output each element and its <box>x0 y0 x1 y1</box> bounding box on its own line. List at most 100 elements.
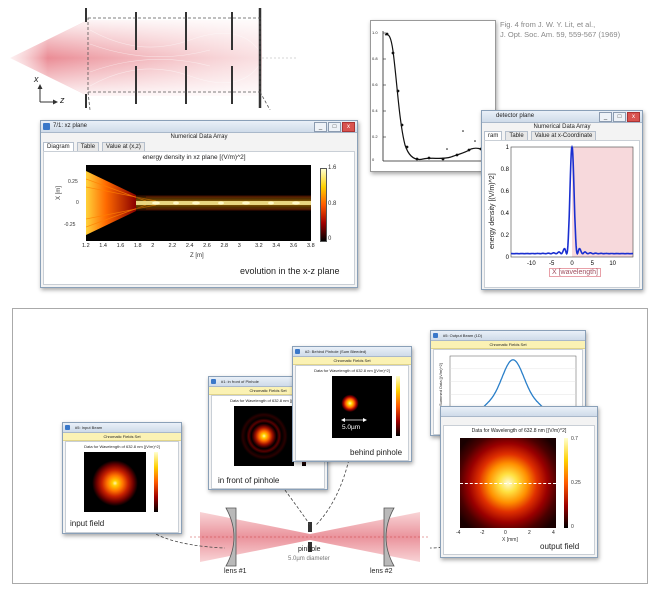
behind-pinhole-window[interactable]: #2: Behind Pinhole (Sum Bleeded) Chromat… <box>292 346 412 462</box>
tab-table[interactable]: Table <box>76 142 100 151</box>
close-button[interactable]: x <box>627 112 640 122</box>
output-colorbar-tick: 0 <box>571 524 574 530</box>
front-window-title: #1: in front of Pinhole <box>221 379 259 384</box>
optical-setup: lens #1 lens #2 pinhole 5.0µm diameter <box>180 500 440 580</box>
output-1d-title: #5: Output Beam (1D) <box>443 333 483 338</box>
xz-x-tick: 3.8 <box>307 243 315 249</box>
beam-sketch <box>0 0 300 161</box>
colorbar-tick-mid: 0.8 <box>328 201 337 207</box>
input-beam-window[interactable]: #5: Input Beam Chromatic Fields Set Data… <box>62 422 182 534</box>
output-plot-subtitle: Data for Wavelength of 632.8 nm [(V/m)^2… <box>471 428 567 434</box>
axes-arrows-icon <box>37 84 58 105</box>
width-arrow-icon <box>341 418 367 422</box>
pinhole-detail-label: 5.0µm diameter <box>288 556 330 562</box>
front-window-titlebar[interactable]: #1: in front of Pinhole <box>209 377 327 387</box>
scan-y-tick: 0.2 <box>372 134 378 139</box>
xz-window-title: 7/1: xz plane <box>53 123 88 129</box>
xz-y-tick: 0 <box>76 200 79 206</box>
detector-y-tick: 0 <box>506 255 510 261</box>
tab-value-at-xz[interactable]: Value at (x,z) <box>102 142 145 151</box>
xz-x-tick: 2.4 <box>185 243 194 249</box>
detector-y-tick: 0.8 <box>501 167 510 173</box>
xz-x-tick: 2.6 <box>203 243 211 249</box>
detector-plane-window[interactable]: detector plane _ □ x Numerical Data Arra… <box>481 110 643 290</box>
xz-x-tick: 1.6 <box>116 243 125 249</box>
detector-x-tick: -10 <box>527 261 536 267</box>
output-caption: output field <box>540 542 580 551</box>
minimize-button[interactable]: _ <box>599 112 612 122</box>
behind-colorbar <box>396 376 400 436</box>
behind-caption: behind pinhole <box>350 448 403 457</box>
scan-y-tick: 0.6 <box>372 82 378 87</box>
output-field-window[interactable]: Data for Wavelength of 632.8 nm [(V/m)^2… <box>440 406 598 558</box>
detector-line-plot: -10 -5 0 5 10 1 0.8 0.6 0.4 0.2 0 <box>501 144 634 267</box>
xz-window-titlebar[interactable]: 7/1: xz plane _ □ x <box>41 121 357 133</box>
xz-x-tick: 1.2 <box>82 243 90 249</box>
detector-y-tick: 0.2 <box>501 233 510 239</box>
output-window-titlebar[interactable] <box>441 407 597 417</box>
xz-heatmap <box>86 165 311 241</box>
highlight-region <box>572 147 633 257</box>
scan-y-tick: 0.8 <box>372 56 378 61</box>
maximize-button[interactable]: □ <box>613 112 626 122</box>
output-x-tick: -2 <box>480 530 485 536</box>
xz-caption: evolution in the x-z plane <box>240 266 340 276</box>
reference-citation: Fig. 4 from J. W. Y. Lit, et al., J. Opt… <box>500 20 658 40</box>
xz-x-tick: 1.4 <box>99 243 107 249</box>
detector-x-tick: 10 <box>609 261 616 267</box>
tab-table[interactable]: Table <box>505 131 528 140</box>
behind-window-titlebar[interactable]: #2: Behind Pinhole (Sum Bleeded) <box>293 347 411 357</box>
front-caption: in front of pinhole <box>218 476 280 485</box>
detector-x-tick: 0 <box>570 261 574 267</box>
xz-x-tick: 2.2 <box>168 243 177 249</box>
behind-field-heatmap <box>332 376 392 438</box>
scan-plot <box>382 31 489 162</box>
xz-plane-window[interactable]: 7/1: xz plane _ □ x Numerical Data Array… <box>40 120 358 288</box>
xz-plot-title: energy density in xz plane [(V/m)^2] <box>142 154 246 161</box>
front-plot-subtitle: Data for Wavelength of 632.8 nm [(V/m)^2… <box>230 398 306 403</box>
output-colorbar <box>564 438 568 528</box>
citation-line-2: J. Opt. Soc. Am. 59, 559-567 (1969) <box>500 30 621 39</box>
reference-scan-chart: 1.0 0.8 0.6 0.4 0.2 0 <box>370 20 496 172</box>
colorbar-tick-max: 1.6 <box>328 165 337 171</box>
output-x-label: X [mm] <box>502 537 518 543</box>
maximize-button[interactable]: □ <box>328 122 341 132</box>
scan-y-tick: 0 <box>372 157 375 162</box>
detector-y-tick: 0.4 <box>501 211 510 217</box>
detector-plot-panel: -10 -5 0 5 10 1 0.8 0.6 0.4 0.2 0 energy density [… <box>484 140 640 288</box>
detector-curve <box>511 144 633 256</box>
minimize-button[interactable]: _ <box>314 122 327 132</box>
detector-x-tick: 5 <box>591 261 595 267</box>
output-field-crossline <box>460 483 556 484</box>
x-axis-label: x <box>34 74 39 84</box>
behind-window-header: Chromatic Fields Set <box>293 357 411 365</box>
xz-x-tick: 3 <box>237 243 241 249</box>
tab-diagram[interactable]: ram <box>484 131 503 140</box>
detector-window-title: detector plane <box>496 113 535 119</box>
detector-window-titlebar[interactable]: detector plane _ □ x <box>482 111 642 123</box>
input-plot-subtitle: Data for Wavelength of 632.8 nm [(V/m)^2… <box>84 444 160 449</box>
input-field-heatmap <box>84 452 146 512</box>
lens-2-label: lens #2 <box>370 568 393 575</box>
window-app-icon <box>43 123 50 130</box>
scan-y-tick: 0.4 <box>372 108 378 113</box>
xz-x-tick: 3.6 <box>289 243 298 249</box>
input-window-header: Chromatic Fields Set <box>63 433 181 441</box>
citation-line-1: Fig. 4 from J. W. Y. Lit, et al., <box>500 20 596 29</box>
xz-x-label: Z [m] <box>190 253 204 259</box>
xz-x-tick: 1.8 <box>133 243 142 249</box>
input-window-titlebar[interactable]: #5: Input Beam <box>63 423 181 433</box>
behind-plot-panel: Data for Wavelength of 632.8 nm [(V/m)^2… <box>295 365 409 461</box>
xz-heatmap-canvas <box>86 171 311 235</box>
tab-diagram[interactable]: Diagram <box>43 142 74 151</box>
pinhole-size-annotation: 5.0µm <box>342 424 361 431</box>
xz-x-tick: 3.2 <box>255 243 263 249</box>
tab-value-at-x[interactable]: Value at x-Coordinate <box>530 131 597 140</box>
close-button[interactable]: x <box>342 122 355 132</box>
xz-x-tick: 3.4 <box>272 243 281 249</box>
output-1d-titlebar[interactable]: #5: Output Beam (1D) <box>431 331 585 341</box>
output-x-tick: 4 <box>552 530 555 536</box>
output-x-tick: 0 <box>504 530 507 536</box>
lens-1-label: lens #1 <box>224 568 247 575</box>
optical-setup-drawing <box>190 507 430 567</box>
